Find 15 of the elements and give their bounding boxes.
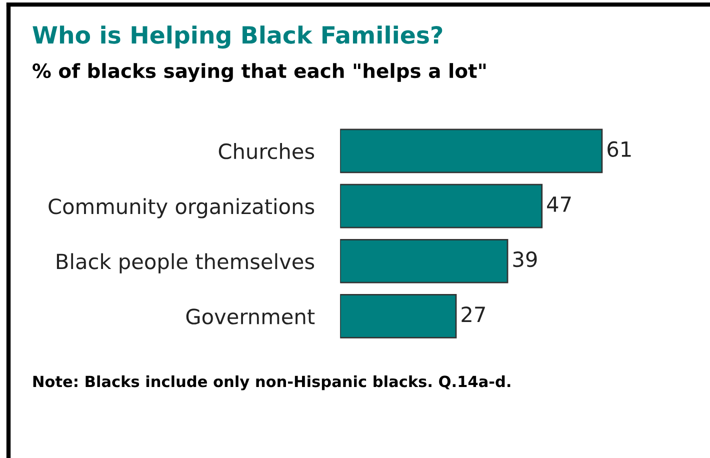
bar	[340, 128, 603, 174]
y-tick-label: Community organizations	[48, 198, 314, 218]
chart-title: Who is Helping Black Families?	[32, 26, 442, 49]
data-label: 27	[462, 306, 485, 322]
y-tick-label: Churches	[218, 143, 314, 160]
chart-subtitle: % of blacks saying that each "helps a lot"	[32, 63, 486, 82]
y-tick-label: Black people themselves	[56, 253, 314, 274]
y-tick-label: Government	[186, 308, 315, 324]
data-label: 39	[513, 251, 537, 268]
data-label: 61	[608, 141, 631, 158]
bar	[340, 184, 543, 228]
bar	[340, 238, 508, 284]
data-label: 47	[547, 196, 571, 212]
text: Note: Blacks include only non-Hispanic blacks. Q.14a-d.	[33, 375, 510, 390]
bar	[340, 294, 457, 338]
